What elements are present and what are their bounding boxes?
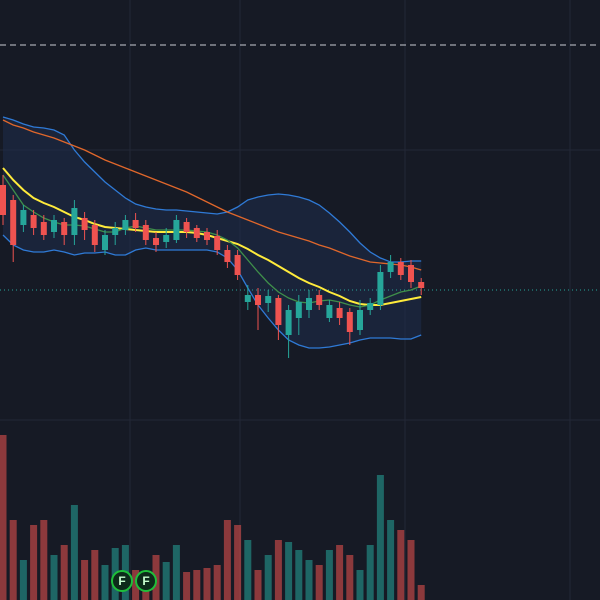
volume-bar	[244, 540, 252, 600]
candle-body	[306, 298, 312, 310]
volume-bar	[346, 555, 354, 600]
candle-body	[10, 200, 17, 245]
candle-body	[367, 303, 374, 310]
candle-body	[397, 262, 404, 275]
volume-bar	[397, 530, 405, 600]
candle-body	[142, 225, 149, 240]
volume-bar	[366, 545, 374, 600]
volume-bar	[356, 570, 364, 600]
volume-bar	[91, 550, 99, 600]
marker	[111, 570, 133, 592]
volume-bar	[193, 570, 201, 600]
candle-body	[377, 272, 384, 305]
candle-body	[91, 225, 98, 245]
volume-bar	[132, 570, 140, 600]
candle-body	[173, 220, 180, 240]
volume-bar	[183, 572, 191, 600]
volume-bar	[285, 542, 293, 600]
volume-bar	[70, 505, 78, 600]
volume-bar	[101, 565, 109, 600]
candle-body	[255, 295, 261, 305]
volume-bar	[50, 555, 58, 600]
volume-bar	[172, 545, 180, 600]
candle-body	[30, 215, 37, 228]
candle-body	[20, 210, 27, 225]
volume-bar	[376, 475, 384, 600]
volume-bar	[60, 545, 68, 600]
marker	[135, 570, 157, 592]
volume-bar	[19, 560, 27, 600]
candle-body	[102, 235, 108, 250]
candle-body	[326, 305, 333, 318]
indicator-line	[2, 234, 422, 349]
volume-bar	[274, 540, 282, 600]
volume-bar	[162, 562, 170, 600]
candle-body	[244, 295, 251, 302]
candle-body	[265, 296, 272, 303]
volume-bar	[0, 435, 7, 600]
volume-bar	[213, 565, 221, 600]
candle-body	[275, 298, 282, 325]
candle-body	[316, 295, 323, 305]
volume-bar	[305, 560, 313, 600]
indicator-line	[2, 116, 422, 263]
volume-bar	[325, 550, 333, 600]
candle-body	[51, 220, 57, 232]
candle-body	[234, 255, 241, 275]
candle-body	[122, 220, 129, 230]
candle-body	[387, 262, 394, 272]
annotations: F F	[111, 570, 157, 592]
candle-body	[0, 185, 6, 215]
marker-label: F	[118, 574, 125, 588]
candle-body	[418, 282, 425, 288]
candle-body	[112, 228, 119, 235]
volume-bar	[254, 570, 262, 600]
candle-body	[81, 218, 88, 230]
candle-body	[295, 302, 302, 318]
indicator-line	[2, 119, 422, 271]
candle-body	[40, 222, 47, 235]
volume-bar	[9, 520, 17, 600]
volume-bar	[40, 520, 48, 600]
candle-body	[224, 250, 231, 262]
candle-body	[71, 208, 78, 235]
candle-body	[193, 228, 200, 238]
volume-bar	[336, 545, 344, 600]
candle-body	[285, 310, 292, 335]
volume-bar	[387, 520, 395, 600]
candle-body	[163, 235, 170, 242]
volume-bar	[264, 555, 272, 600]
candle-body	[336, 308, 343, 318]
candle-body	[132, 220, 139, 228]
candle-body	[408, 265, 414, 282]
candle-body	[214, 236, 221, 250]
volume-bar	[234, 525, 242, 600]
volume-bar	[81, 560, 89, 600]
volume-bar	[30, 525, 38, 600]
marker-label: F	[142, 574, 149, 588]
candle-body	[346, 312, 353, 332]
candle-body	[357, 310, 363, 330]
volume-bar	[223, 520, 231, 600]
candle-body	[204, 232, 210, 240]
candle-body	[61, 222, 68, 235]
candle-body	[153, 238, 159, 245]
volume-bar	[295, 550, 303, 600]
volume-bar	[203, 568, 211, 600]
volume-bar	[417, 585, 425, 600]
volume-bar	[407, 540, 415, 600]
candle-body	[183, 222, 190, 232]
volume-bar	[315, 565, 323, 600]
